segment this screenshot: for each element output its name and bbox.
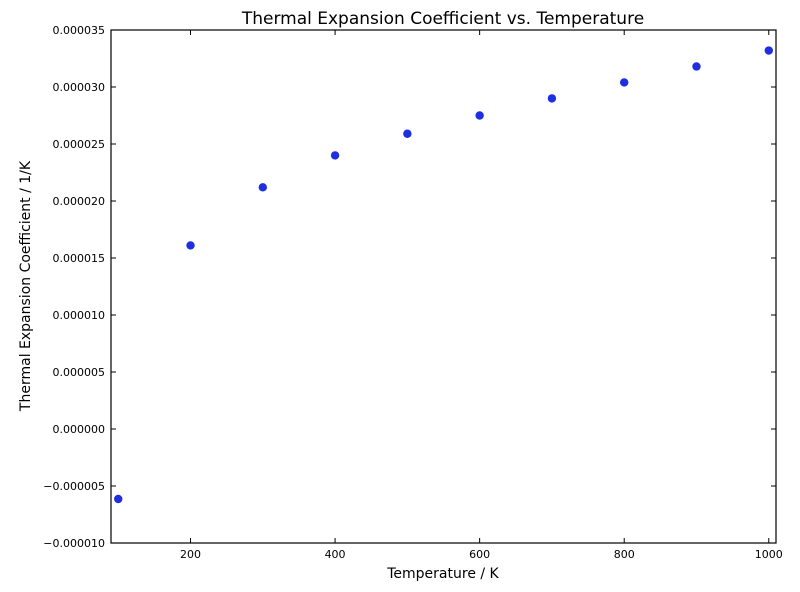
x-axis: 200 400 600 800 1000	[180, 30, 783, 561]
chart-title: Thermal Expansion Coefficient vs. Temper…	[241, 9, 644, 29]
x-tick-label: 1000	[755, 548, 783, 561]
x-tick-label: 200	[180, 548, 201, 561]
y-tick-label: 0.000020	[53, 195, 106, 208]
x-axis-label: Temperature / K	[386, 566, 499, 582]
y-tick-label: 0.000005	[53, 366, 106, 379]
plot-frame	[110, 29, 777, 544]
data-point	[330, 151, 340, 160]
y-tick-label: 0.000000	[53, 423, 106, 436]
data-point	[403, 129, 412, 138]
y-tick-label: −0.000005	[43, 480, 105, 493]
data-point	[258, 183, 267, 192]
data-point	[114, 494, 123, 504]
data-point	[475, 111, 484, 120]
y-axis-label: Thermal Expansion Coefficient / 1/K	[18, 160, 34, 412]
y-tick-label: 0.000015	[53, 252, 106, 265]
y-tick-label: −0.000010	[43, 537, 105, 550]
data-point	[764, 46, 773, 55]
y-tick-label: 0.000030	[53, 81, 106, 94]
y-tick-label: 0.000010	[53, 309, 106, 322]
y-tick-label: 0.000025	[53, 138, 106, 151]
x-tick-label: 800	[614, 548, 635, 561]
x-tick-label: 600	[469, 548, 490, 561]
data-point	[692, 62, 701, 71]
x-tick-label: 400	[325, 548, 346, 561]
data-point	[620, 78, 629, 87]
data-point	[186, 241, 195, 250]
data-point	[547, 94, 557, 103]
y-tick-label: 0.000035	[53, 24, 106, 37]
y-axis: −0.000010 −0.000005 0.000000 0.000005 0.0000…	[43, 24, 776, 550]
data-points	[114, 46, 773, 504]
